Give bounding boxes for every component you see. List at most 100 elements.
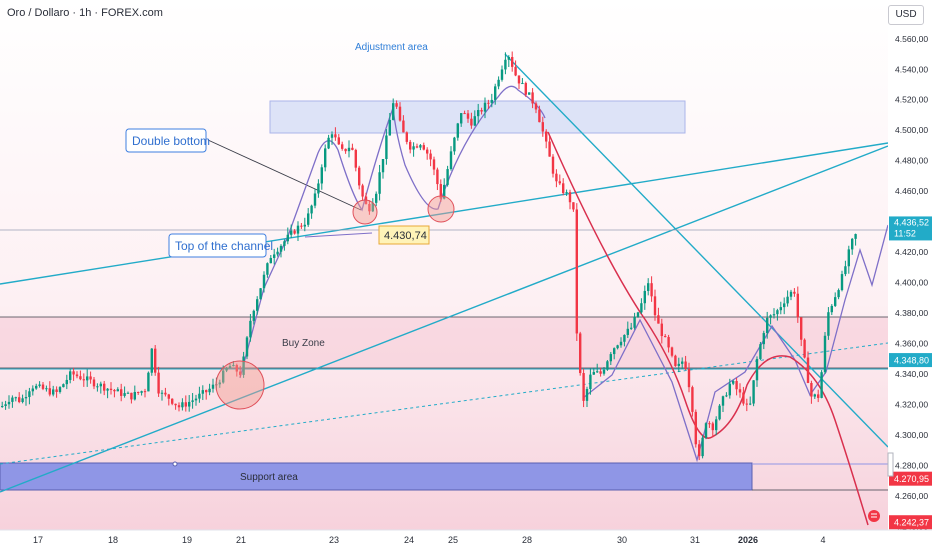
candle-body	[106, 388, 109, 391]
x-tick-label: 28	[522, 535, 532, 545]
candle-body	[555, 173, 558, 182]
candle-body	[245, 337, 249, 357]
candle-body	[677, 363, 680, 366]
candle-body	[735, 380, 738, 390]
double-bottom-label-box[interactable]	[125, 128, 207, 153]
candle-body	[551, 156, 555, 174]
price-axis[interactable]	[888, 0, 932, 530]
candle-body	[837, 290, 840, 298]
candle-body	[772, 314, 776, 316]
channel-top-trendline[interactable]	[0, 142, 888, 285]
candle-body	[164, 392, 167, 395]
candle-body	[708, 423, 711, 425]
adjustment-area-box[interactable]	[269, 100, 686, 134]
x-tick-label: 4	[820, 535, 825, 545]
candle-body	[99, 383, 102, 387]
level-tag-4270: 4.270,95	[894, 474, 929, 484]
candle-body	[381, 159, 385, 173]
x-tick-label: 18	[108, 535, 118, 545]
candle-body	[728, 383, 731, 396]
candle-body	[347, 147, 351, 152]
candle-body	[504, 59, 507, 70]
channel-bottom-trendline[interactable]	[0, 145, 888, 493]
candle-body	[181, 402, 184, 408]
candle-body	[494, 86, 497, 100]
candle-body	[711, 423, 714, 431]
candle-body	[409, 141, 412, 150]
candle-body	[120, 389, 123, 396]
top-channel-label-box[interactable]	[168, 233, 267, 258]
level-tag-4242-bg	[889, 515, 932, 530]
candle-body	[579, 333, 582, 374]
candle-body	[72, 371, 75, 375]
y-tick-label: 4.560,00	[895, 34, 928, 44]
candle-body	[558, 181, 561, 184]
candle-body	[96, 386, 99, 388]
candle-body	[327, 137, 330, 149]
candle-body	[738, 389, 742, 393]
double-bottom-circle-2[interactable]	[427, 195, 455, 223]
x-tick-label: 17	[33, 535, 43, 545]
candle-body	[830, 305, 833, 313]
candle-body	[596, 371, 599, 373]
candle-body	[704, 423, 708, 438]
level-tag-4242: 4.242,37	[894, 518, 929, 528]
candle-body	[300, 225, 303, 227]
candle-body	[820, 372, 823, 398]
candle-body	[789, 291, 793, 297]
candle-body	[419, 145, 422, 148]
level-tag-box[interactable]	[378, 225, 430, 245]
candle-body	[222, 370, 225, 383]
candle-body	[412, 146, 415, 150]
candle-body	[463, 113, 466, 115]
adjustment-area-label: Adjustment area	[355, 42, 428, 53]
candle-body	[854, 234, 857, 239]
descending-trendline[interactable]	[504, 53, 888, 448]
x-tick-label: 21	[236, 535, 246, 545]
candle-body	[150, 348, 153, 373]
double-bottom-circle-1[interactable]	[352, 199, 378, 225]
candle-body	[143, 391, 147, 393]
candle-body	[137, 391, 140, 393]
candle-body	[568, 192, 572, 203]
candle-body	[279, 245, 283, 252]
candle-body	[473, 116, 476, 126]
candle-body	[460, 113, 463, 124]
candle-body	[626, 328, 629, 335]
candle-body	[453, 137, 456, 152]
alert-icon-glyph	[871, 513, 877, 518]
candle-body	[154, 348, 157, 373]
candle-body	[701, 437, 704, 457]
candle-body	[443, 184, 446, 199]
candle-body	[514, 66, 517, 76]
candle-body	[28, 391, 31, 398]
candle-body	[188, 401, 191, 407]
candle-body	[436, 169, 439, 185]
candle-body	[201, 390, 204, 394]
candle-body	[647, 283, 650, 291]
candle-body	[69, 371, 72, 380]
candle-body	[140, 391, 143, 393]
candle-body	[609, 354, 612, 362]
candle-body	[823, 335, 827, 373]
candle-body	[793, 291, 796, 294]
y-tick-label: 4.420,00	[895, 247, 928, 257]
y-tick-label: 4.520,00	[895, 95, 928, 105]
candle-body	[783, 303, 786, 308]
time-axis[interactable]	[0, 530, 932, 550]
buy-zone-circle[interactable]	[215, 360, 265, 410]
candle-body	[439, 184, 442, 199]
currency-button[interactable]: USD	[888, 5, 924, 25]
candle-body	[48, 388, 51, 395]
support-anchor-point[interactable]	[172, 461, 178, 467]
support-area-box[interactable]	[0, 462, 753, 491]
candle-body	[167, 394, 170, 399]
candle-body	[749, 403, 752, 405]
axis-scroll-handle[interactable]	[887, 452, 894, 477]
candle-body	[766, 317, 769, 334]
alert-icon[interactable]	[868, 510, 880, 522]
candle-body	[507, 57, 510, 60]
candle-body	[524, 83, 527, 95]
y-tick-label: 4.320,00	[895, 399, 928, 409]
